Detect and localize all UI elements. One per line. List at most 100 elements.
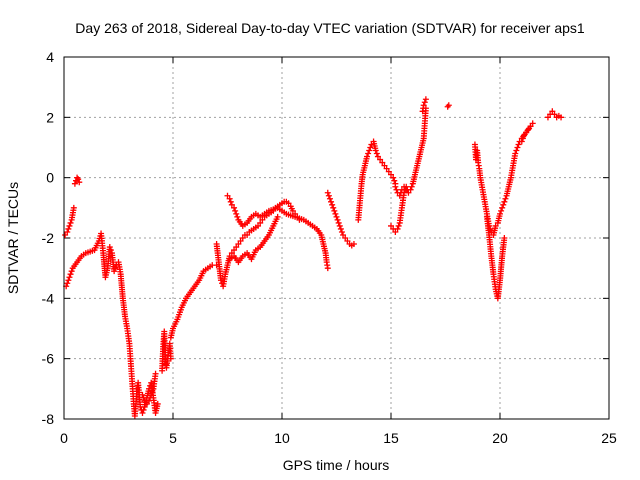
data-point [75, 176, 82, 183]
data-point [328, 198, 335, 205]
data-point [227, 198, 234, 205]
data-point [499, 204, 506, 211]
data-point [549, 108, 556, 115]
data-point [520, 132, 527, 139]
data-point [324, 265, 331, 272]
data-point [350, 241, 357, 248]
data-point [152, 370, 159, 377]
data-point [154, 400, 161, 407]
x-tick-label: 25 [601, 430, 617, 446]
y-tick-label: 0 [46, 170, 54, 186]
data-point [388, 171, 394, 178]
axis-ticks: 0 5 10 15 20 25 -8 -6 -4 -2 0 2 4 [42, 49, 617, 446]
y-axis-label: SDTVAR / TECUs [5, 182, 21, 294]
data-point [501, 235, 508, 241]
x-tick-label: 0 [60, 430, 68, 446]
data-point [512, 150, 519, 157]
data-point [140, 406, 147, 413]
data-point [420, 102, 427, 109]
data-point [502, 195, 509, 202]
data-point [513, 147, 520, 154]
data-point [143, 400, 150, 407]
x-tick-label: 20 [492, 430, 508, 446]
data-point [393, 186, 400, 193]
y-tick-label: -6 [42, 351, 55, 367]
data-point [501, 198, 508, 205]
data-point [244, 231, 251, 238]
x-tick-label: 15 [383, 430, 399, 446]
data-point [529, 120, 536, 127]
data-point [383, 165, 390, 172]
data-point [324, 189, 331, 196]
data-point [233, 244, 240, 251]
data-point [374, 153, 381, 160]
data-point [492, 222, 499, 229]
x-tick-label: 10 [274, 430, 290, 446]
data-point [146, 397, 153, 404]
data-point [326, 195, 333, 202]
data-point [234, 213, 241, 220]
data-point [342, 235, 349, 241]
data-point [518, 138, 525, 145]
data-point [551, 111, 558, 118]
data-point [67, 219, 74, 226]
data-point [401, 183, 408, 190]
data-point [285, 200, 292, 207]
data-point [237, 238, 244, 245]
data-point [112, 265, 119, 272]
data-point [365, 150, 372, 157]
data-point [405, 189, 412, 196]
data-point [523, 129, 530, 136]
data-point [372, 147, 379, 154]
data-point [106, 244, 113, 251]
data-points [62, 96, 565, 419]
data-point [68, 268, 75, 275]
data-point [139, 391, 146, 398]
data-point [149, 388, 156, 395]
data-point [64, 228, 71, 235]
data-point [107, 247, 114, 254]
data-point [148, 391, 155, 398]
data-point [527, 123, 534, 130]
data-point [500, 201, 507, 208]
data-point [366, 147, 373, 154]
data-point [558, 114, 565, 121]
data-point [140, 394, 147, 401]
data-point [392, 183, 399, 190]
data-point [514, 144, 521, 151]
data-point [231, 204, 238, 211]
data-point [336, 222, 343, 229]
data-point [332, 210, 339, 217]
x-tick-label: 5 [169, 430, 177, 446]
data-point [385, 168, 392, 175]
data-point [231, 247, 238, 254]
data-point [403, 186, 410, 193]
data-point [224, 192, 231, 199]
data-point [367, 144, 374, 151]
x-axis-label: GPS time / hours [283, 457, 390, 473]
data-point [519, 135, 526, 142]
data-point [525, 126, 532, 133]
data-point [331, 207, 338, 214]
data-point [167, 355, 174, 362]
data-point [289, 207, 296, 214]
data-point [64, 280, 71, 287]
data-point [338, 228, 345, 235]
plot-frame [63, 56, 610, 420]
data-point [62, 231, 69, 238]
data-point [330, 204, 337, 211]
data-point [232, 207, 239, 214]
y-tick-label: -4 [42, 290, 55, 306]
data-point [396, 192, 403, 199]
data-point [408, 183, 415, 190]
data-point [71, 180, 78, 187]
data-point [381, 162, 388, 169]
data-point [344, 238, 351, 245]
data-point [66, 274, 73, 281]
data-point [111, 268, 118, 275]
data-point [377, 156, 384, 163]
data-point [368, 141, 375, 148]
data-point [226, 195, 233, 202]
data-point [147, 394, 154, 401]
